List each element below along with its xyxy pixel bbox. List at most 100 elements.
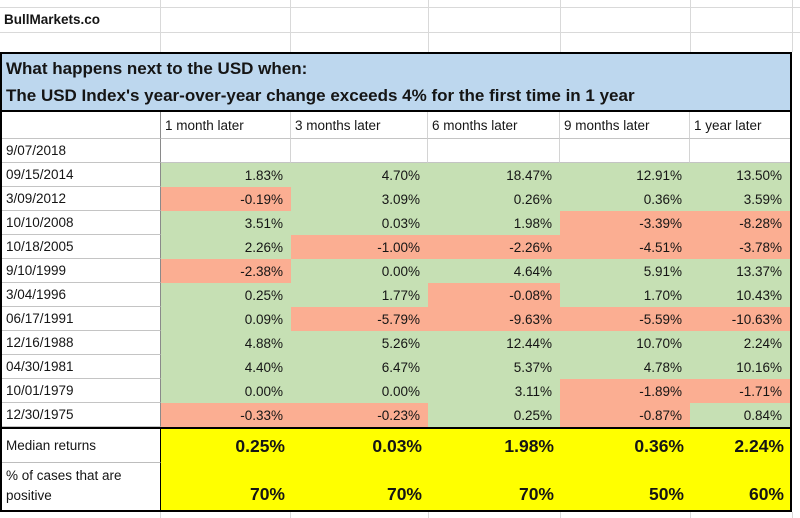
percent-positive-value[interactable]: 60% [690, 463, 790, 510]
return-cell[interactable]: -1.89% [560, 379, 690, 403]
return-cell[interactable]: -5.79% [291, 307, 428, 331]
date-cell[interactable]: 12/16/1988 [2, 331, 161, 355]
return-cell[interactable]: -0.23% [291, 403, 428, 427]
column-header[interactable]: 6 months later [428, 112, 560, 139]
return-cell[interactable]: 0.25% [428, 403, 560, 427]
return-cell[interactable]: -1.71% [690, 379, 790, 403]
return-cell[interactable]: 3.51% [161, 211, 291, 235]
percent-positive-value[interactable]: 50% [560, 463, 690, 510]
return-cell[interactable]: 0.84% [690, 403, 790, 427]
return-cell[interactable]: -10.63% [690, 307, 790, 331]
return-cell[interactable]: 3.59% [690, 187, 790, 211]
table-row: 10/01/1979 0.00% 0.00% 3.11% -1.89% -1.71% [2, 379, 790, 403]
date-cell[interactable]: 9/07/2018 [2, 139, 161, 163]
return-cell[interactable]: 0.09% [161, 307, 291, 331]
date-cell[interactable]: 9/10/1999 [2, 259, 161, 283]
return-cell[interactable]: -1.00% [291, 235, 428, 259]
table-row: 3/09/2012 -0.19% 3.09% 0.26% 0.36% 3.59% [2, 187, 790, 211]
return-cell[interactable] [560, 139, 690, 163]
return-cell[interactable]: -0.08% [428, 283, 560, 307]
return-cell[interactable]: 5.91% [560, 259, 690, 283]
return-cell[interactable]: 4.78% [560, 355, 690, 379]
median-value[interactable]: 0.36% [560, 427, 690, 463]
return-cell[interactable]: 1.77% [291, 283, 428, 307]
return-cell[interactable]: 13.37% [690, 259, 790, 283]
return-cell[interactable]: 0.03% [291, 211, 428, 235]
date-cell[interactable]: 09/15/2014 [2, 163, 161, 187]
median-value[interactable]: 0.03% [291, 427, 428, 463]
table-row: 10/10/2008 3.51% 0.03% 1.98% -3.39% -8.28% [2, 211, 790, 235]
return-cell[interactable]: 1.70% [560, 283, 690, 307]
table-row: 06/17/1991 0.09% -5.79% -9.63% -5.59% -10.63% [2, 307, 790, 331]
return-cell[interactable]: 10.16% [690, 355, 790, 379]
column-header[interactable]: 3 months later [291, 112, 428, 139]
return-cell[interactable]: 10.43% [690, 283, 790, 307]
return-cell[interactable]: 0.00% [161, 379, 291, 403]
table-row: 3/04/1996 0.25% 1.77% -0.08% 1.70% 10.43% [2, 283, 790, 307]
return-cell[interactable]: -4.51% [560, 235, 690, 259]
return-cell[interactable]: 1.83% [161, 163, 291, 187]
date-cell[interactable]: 06/17/1991 [2, 307, 161, 331]
return-cell[interactable]: 6.47% [291, 355, 428, 379]
percent-positive-value[interactable]: 70% [428, 463, 560, 510]
return-cell[interactable]: -3.39% [560, 211, 690, 235]
brand-cell[interactable]: BullMarkets.co [4, 12, 100, 27]
title-block[interactable]: What happens next to the USD when: The U… [0, 52, 792, 112]
return-cell[interactable]: 0.26% [428, 187, 560, 211]
return-cell[interactable]: 0.00% [291, 379, 428, 403]
date-cell[interactable]: 10/01/1979 [2, 379, 161, 403]
return-cell[interactable]: -3.78% [690, 235, 790, 259]
return-cell[interactable]: -0.87% [560, 403, 690, 427]
return-cell[interactable]: 4.70% [291, 163, 428, 187]
return-cell[interactable]: 0.00% [291, 259, 428, 283]
return-cell[interactable]: 10.70% [560, 331, 690, 355]
return-cell[interactable]: 12.44% [428, 331, 560, 355]
date-cell[interactable]: 3/04/1996 [2, 283, 161, 307]
return-cell[interactable] [690, 139, 790, 163]
return-cell[interactable]: 0.25% [161, 283, 291, 307]
percent-positive-value[interactable]: 70% [291, 463, 428, 510]
return-cell[interactable]: -5.59% [560, 307, 690, 331]
return-cell[interactable]: 18.47% [428, 163, 560, 187]
return-cell[interactable]: 5.37% [428, 355, 560, 379]
median-value[interactable]: 0.25% [161, 427, 291, 463]
return-cell[interactable]: 3.11% [428, 379, 560, 403]
column-header[interactable]: 9 months later [560, 112, 690, 139]
return-cell[interactable]: -2.38% [161, 259, 291, 283]
title-line-1: What happens next to the USD when: [6, 59, 308, 78]
percent-positive-label[interactable]: % of cases that are positive [2, 463, 161, 510]
return-cell[interactable] [291, 139, 428, 163]
return-cell[interactable]: -0.33% [161, 403, 291, 427]
brand-text: BullMarkets.co [4, 12, 101, 27]
return-cell[interactable]: 3.09% [291, 187, 428, 211]
return-cell[interactable]: 0.36% [560, 187, 690, 211]
median-value[interactable]: 2.24% [690, 427, 790, 463]
return-cell[interactable]: 12.91% [560, 163, 690, 187]
date-cell[interactable]: 10/10/2008 [2, 211, 161, 235]
return-cell[interactable]: 1.98% [428, 211, 560, 235]
return-cell[interactable]: -0.19% [161, 187, 291, 211]
return-cell[interactable]: 13.50% [690, 163, 790, 187]
date-cell[interactable]: 10/18/2005 [2, 235, 161, 259]
percent-positive-value[interactable]: 70% [161, 463, 291, 510]
return-cell[interactable]: 4.88% [161, 331, 291, 355]
return-cell[interactable]: -2.26% [428, 235, 560, 259]
percent-positive-label-line-2: positive [6, 488, 52, 503]
return-cell[interactable]: 2.26% [161, 235, 291, 259]
column-header[interactable]: 1 month later [161, 112, 291, 139]
return-cell[interactable] [161, 139, 291, 163]
median-label[interactable]: Median returns [2, 427, 161, 463]
return-cell[interactable]: 5.26% [291, 331, 428, 355]
return-cell[interactable]: 4.40% [161, 355, 291, 379]
return-cell[interactable]: 4.64% [428, 259, 560, 283]
date-cell[interactable]: 12/30/1975 [2, 403, 161, 427]
date-cell[interactable]: 3/09/2012 [2, 187, 161, 211]
return-cell[interactable]: 2.24% [690, 331, 790, 355]
return-cell[interactable] [428, 139, 560, 163]
return-cell[interactable]: -8.28% [690, 211, 790, 235]
return-cell[interactable]: -9.63% [428, 307, 560, 331]
date-cell[interactable]: 04/30/1981 [2, 355, 161, 379]
median-value[interactable]: 1.98% [428, 427, 560, 463]
column-header[interactable]: 1 year later [690, 112, 790, 139]
header-corner-cell[interactable] [2, 112, 161, 139]
